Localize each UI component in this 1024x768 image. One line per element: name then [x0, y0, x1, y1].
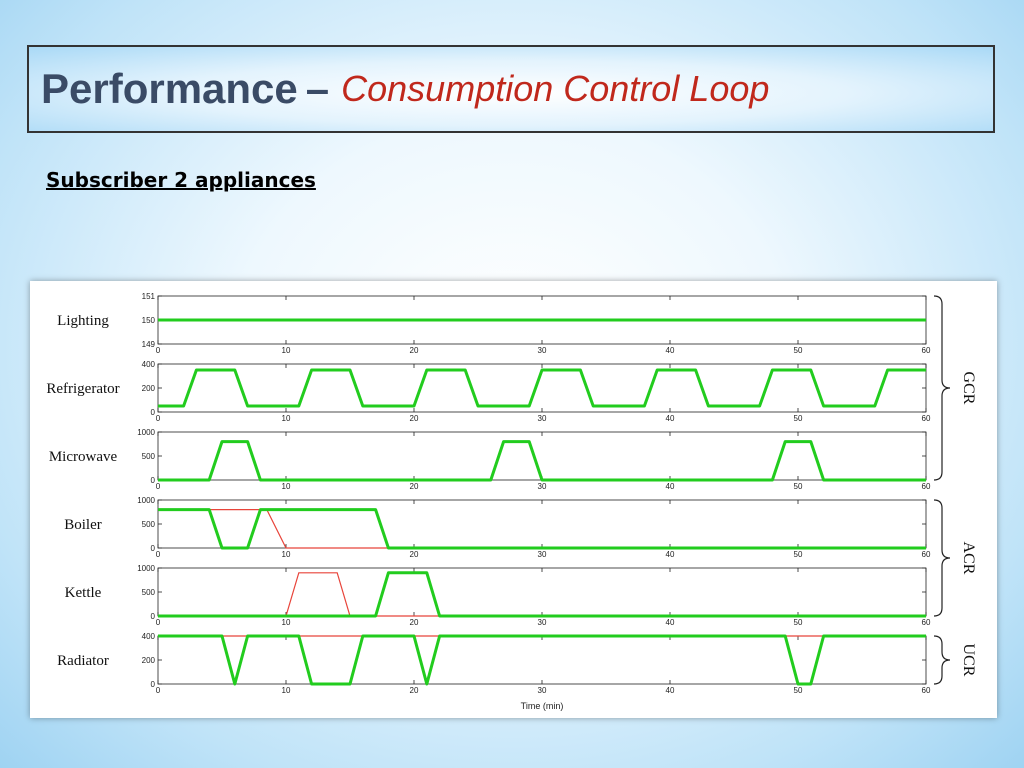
x-tick-label: 40	[666, 346, 675, 355]
panel-label-radiator: Radiator	[57, 653, 109, 669]
y-tick-label: 500	[142, 588, 156, 597]
title-bar: Performance – Consumption Control Loop	[27, 45, 995, 133]
x-tick-label: 60	[922, 482, 931, 491]
group-label-acr: ACR	[960, 542, 977, 575]
x-tick-label: 0	[156, 618, 161, 627]
x-tick-label: 0	[156, 550, 161, 559]
figure-box: 0 10 20 30 40 50 60 149 150 151 Lighting 0 10 20 30 40 5…	[30, 281, 997, 718]
panel-label-boiler: Boiler	[64, 517, 102, 533]
y-tick-label: 200	[142, 384, 156, 393]
brace-acr	[933, 499, 951, 617]
y-tick-label: 151	[142, 292, 156, 301]
x-tick-label: 0	[156, 686, 161, 695]
panel-label-refrigerator: Refrigerator	[46, 381, 119, 397]
x-tick-label: 60	[922, 346, 931, 355]
x-tick-label: 40	[666, 414, 675, 423]
x-tick-label: 30	[538, 482, 547, 491]
x-tick-label: 40	[666, 550, 675, 559]
x-tick-label: 40	[666, 618, 675, 627]
axes-frame-radiator	[157, 635, 927, 685]
x-tick-label: 20	[410, 550, 419, 559]
series-line-green-refrigerator	[158, 368, 926, 408]
brace-gcr	[933, 295, 951, 481]
x-tick-label: 10	[282, 482, 291, 491]
y-tick-label: 0	[151, 680, 156, 689]
y-tick-label: 200	[142, 656, 156, 665]
y-tick-label: 500	[142, 452, 156, 461]
x-tick-label: 60	[922, 550, 931, 559]
x-tick-label: 60	[922, 414, 931, 423]
y-tick-label: 1000	[137, 428, 155, 437]
axes-frame-boiler	[157, 499, 927, 549]
x-tick-label: 20	[410, 618, 419, 627]
axes-frame-kettle	[157, 567, 927, 617]
x-tick-label: 20	[410, 414, 419, 423]
x-tick-label: 0	[156, 346, 161, 355]
x-tick-label: 50	[794, 346, 803, 355]
y-tick-label: 0	[151, 544, 156, 553]
slide-title: Performance	[41, 65, 298, 112]
brace-ucr	[933, 635, 951, 685]
y-tick-label: 0	[151, 612, 156, 621]
x-tick-label: 0	[156, 482, 161, 491]
y-tick-label: 1000	[137, 496, 155, 505]
y-tick-label: 1000	[137, 564, 155, 573]
x-tick-label: 10	[282, 618, 291, 627]
appliance-chart: 0 10 20 30 40 50 60 149 150 151 Lighting 0 10 20 30 40 5…	[46, 292, 977, 711]
y-tick-label: 149	[142, 340, 156, 349]
series-line-red-microwave	[158, 441, 926, 481]
x-tick-label: 50	[794, 414, 803, 423]
y-tick-label: 400	[142, 632, 156, 641]
x-tick-label: 0	[156, 414, 161, 423]
y-tick-label: 400	[142, 360, 156, 369]
x-tick-label: 50	[794, 550, 803, 559]
x-tick-label: 10	[282, 550, 291, 559]
series-line-red-refrigerator	[158, 369, 926, 407]
series-line-green-kettle	[158, 571, 926, 618]
x-tick-label: 50	[794, 686, 803, 695]
x-tick-label: 60	[922, 618, 931, 627]
x-tick-label: 20	[410, 346, 419, 355]
panel-label-microwave: Microwave	[49, 449, 118, 465]
x-tick-label: 20	[410, 482, 419, 491]
x-tick-label: 60	[922, 686, 931, 695]
title-dash: –	[305, 65, 330, 112]
x-tick-label: 50	[794, 618, 803, 627]
y-tick-label: 0	[151, 408, 156, 417]
x-tick-label: 30	[538, 346, 547, 355]
y-tick-label: 500	[142, 520, 156, 529]
series-line-red-kettle	[158, 572, 926, 617]
series-line-green-boiler	[158, 508, 926, 550]
x-tick-label: 10	[282, 686, 291, 695]
x-tick-label: 20	[410, 686, 419, 695]
section-heading: Subscriber 2 appliances	[46, 168, 316, 192]
x-tick-label: 40	[666, 482, 675, 491]
x-tick-label: 10	[282, 346, 291, 355]
panel-label-lighting: Lighting	[57, 313, 109, 329]
slide-title-subtitle: Consumption Control Loop	[341, 68, 770, 109]
x-tick-label: 10	[282, 414, 291, 423]
x-tick-label: 30	[538, 550, 547, 559]
x-axis-label: Time (min)	[521, 701, 564, 711]
y-tick-label: 150	[142, 316, 156, 325]
x-tick-label: 50	[794, 482, 803, 491]
series-line-green-radiator	[158, 634, 926, 686]
group-label-ucr: UCR	[960, 644, 977, 677]
x-tick-label: 30	[538, 686, 547, 695]
x-tick-label: 40	[666, 686, 675, 695]
axes-frame-microwave	[157, 431, 927, 481]
series-line-red-boiler	[158, 509, 926, 549]
y-tick-label: 0	[151, 476, 156, 485]
series-line-green-microwave	[158, 440, 926, 482]
group-label-gcr: GCR	[960, 372, 977, 405]
x-tick-label: 30	[538, 618, 547, 627]
panel-label-kettle: Kettle	[65, 585, 102, 601]
x-tick-label: 30	[538, 414, 547, 423]
